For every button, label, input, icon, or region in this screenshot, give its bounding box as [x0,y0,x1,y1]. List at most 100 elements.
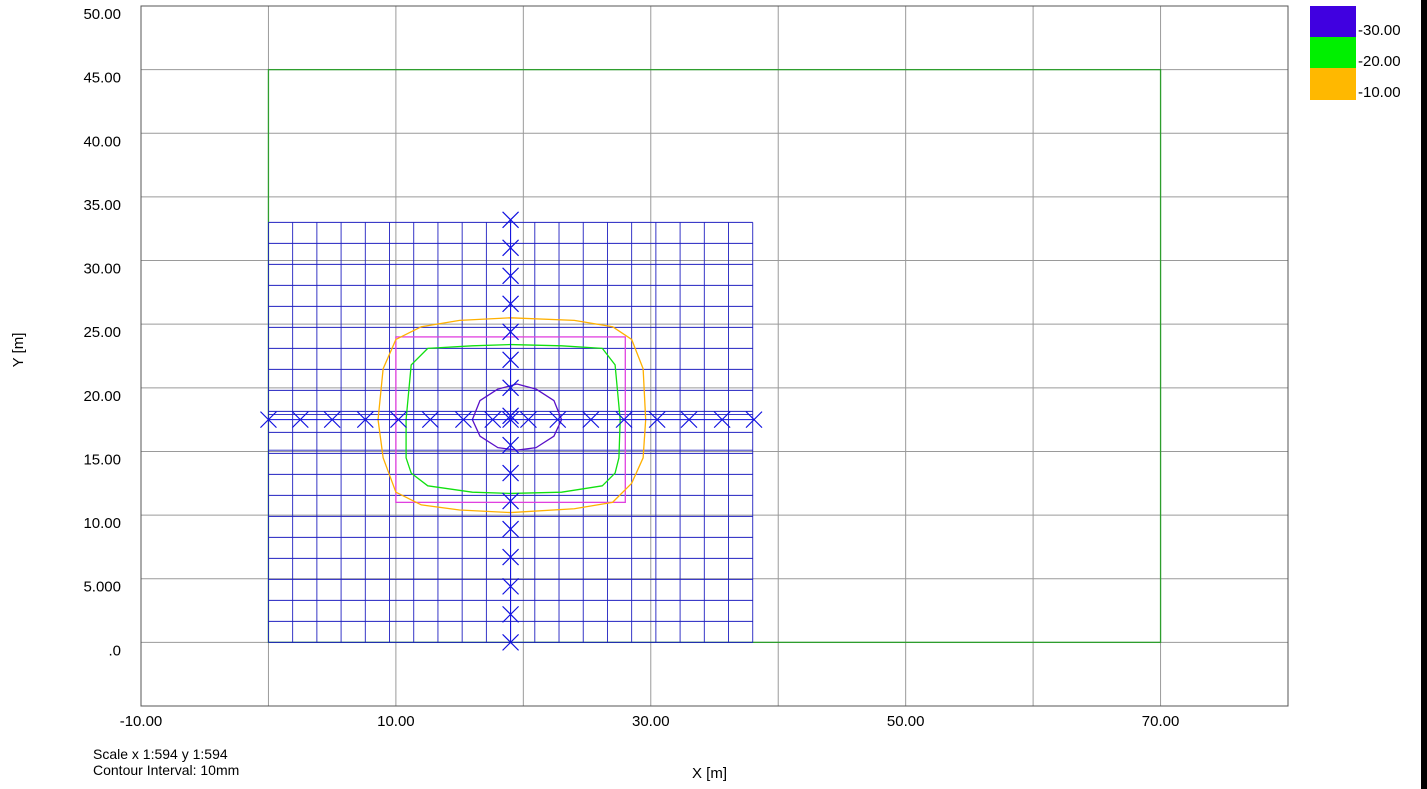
marker-stroke [260,411,277,429]
plot-frame [140,5,1289,707]
x-tick-label: -10.00 [120,713,163,730]
marker-stroke [713,411,731,429]
marker-stroke [421,411,439,429]
y-tick-label: 30.00 [83,261,121,278]
marker-stroke [455,411,472,429]
marker-stroke [502,605,520,623]
point-marker [323,411,341,429]
marker-stroke [323,411,341,429]
y-tick-label: 45.00 [83,70,121,87]
point-marker [502,407,520,425]
marker-stroke [291,411,309,429]
legend-swatch [1310,6,1356,38]
legend-swatch [1310,68,1356,100]
contour-line [405,343,621,495]
marker-stroke [502,520,520,538]
legend-swatch [1310,37,1356,69]
point-marker [648,411,666,429]
point-marker [502,267,520,285]
point-marker [421,411,439,429]
marker-stroke [520,411,537,429]
marker-stroke [680,411,698,429]
point-marker [502,633,520,651]
point-marker [502,295,520,313]
y-tick-label: 25.00 [83,324,121,341]
x-axis-label: X [m] [692,765,728,782]
point-marker [615,411,633,429]
marker-stroke [502,411,520,429]
legend-label: -20.00 [1358,53,1401,70]
y-tick-label: 50.00 [83,6,121,23]
point-marker [549,411,567,429]
point-marker [356,411,374,429]
y-axis-label: Y [m] [10,332,27,368]
point-marker [502,548,520,566]
point-marker [502,379,520,397]
legend-label: -10.00 [1358,84,1401,101]
marker-stroke [390,411,407,429]
point-marker [520,411,537,429]
point-marker [502,492,520,510]
contour-interval-text: Contour Interval: 10mm [93,762,240,778]
marker-stroke [502,407,520,425]
point-marker [713,411,731,429]
point-marker [502,351,520,369]
marker-stroke [502,492,520,510]
x-tick-label: 30.00 [632,713,670,730]
marker-stroke [615,411,633,429]
marker-stroke [502,633,520,651]
point-marker [502,577,520,595]
marker-stroke [502,267,520,285]
y-tick-label: 40.00 [83,133,121,150]
marker-stroke [502,379,520,397]
marker-stroke [745,411,763,429]
x-tick-label: 10.00 [377,713,415,730]
x-tick-label: 50.00 [887,713,925,730]
marker-stroke [502,577,520,595]
point-marker [390,411,407,429]
boundary-outline [267,68,1162,644]
marker-stroke [502,351,520,369]
point-marker [502,323,520,341]
point-marker [502,464,520,482]
boundary-rect [267,68,1162,644]
y-tick-label: 20.00 [83,388,121,405]
measurement-points [260,211,763,651]
marker-stroke [502,295,520,313]
marker-stroke [582,411,600,429]
y-tick-label: .0 [108,642,121,659]
grid-lines [140,5,1289,706]
point-marker [582,411,600,429]
marker-stroke [502,323,520,341]
y-tick-label: 35.00 [83,197,121,214]
legend-label: -30.00 [1358,22,1401,39]
marker-stroke [502,464,520,482]
y-tick-label: 5.000 [83,579,121,596]
right-edge-bar [1421,0,1427,789]
point-marker [502,211,520,229]
y-tick-label: 15.00 [83,451,121,468]
marker-stroke [549,411,567,429]
marker-stroke [356,411,374,429]
point-marker [745,411,763,429]
point-marker [455,411,472,429]
marker-stroke [648,411,666,429]
point-marker [260,411,277,429]
marker-stroke [502,211,520,229]
x-tick-label: 70.00 [1142,713,1180,730]
scale-text: Scale x 1:594 y 1:594 [93,746,228,762]
point-marker [680,411,698,429]
marker-stroke [502,548,520,566]
point-marker [502,605,520,623]
marker-stroke [502,239,520,257]
point-marker [502,411,520,429]
point-marker [502,520,520,538]
marker-stroke [484,411,502,429]
point-marker [484,411,502,429]
tick-labels: -10.00 10.00 30.00 50.00 70.00 .0 5.000 10.00 15… [83,6,1179,730]
point-marker [502,436,520,454]
marker-stroke [502,436,520,454]
point-marker [291,411,309,429]
y-tick-label: 10.00 [83,515,121,532]
